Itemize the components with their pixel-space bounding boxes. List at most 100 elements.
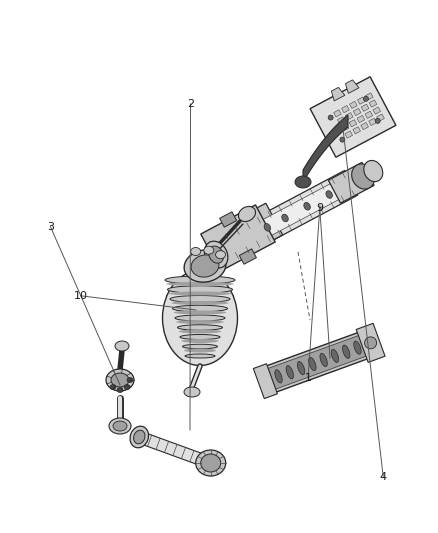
- Ellipse shape: [171, 301, 229, 305]
- Text: 1: 1: [304, 374, 311, 383]
- Ellipse shape: [264, 223, 271, 231]
- Polygon shape: [349, 119, 357, 127]
- Ellipse shape: [282, 214, 288, 222]
- Polygon shape: [353, 108, 361, 116]
- Ellipse shape: [364, 96, 368, 101]
- Ellipse shape: [180, 335, 220, 340]
- Ellipse shape: [175, 315, 225, 321]
- Ellipse shape: [169, 292, 231, 295]
- Ellipse shape: [162, 271, 237, 366]
- Ellipse shape: [185, 354, 215, 358]
- Polygon shape: [328, 163, 374, 203]
- Polygon shape: [212, 171, 358, 265]
- Ellipse shape: [326, 191, 332, 198]
- Polygon shape: [365, 93, 373, 100]
- Ellipse shape: [191, 247, 201, 255]
- Ellipse shape: [167, 286, 233, 293]
- Ellipse shape: [340, 137, 345, 142]
- Ellipse shape: [109, 418, 131, 434]
- Text: 10: 10: [74, 291, 88, 301]
- Polygon shape: [369, 118, 376, 125]
- Ellipse shape: [364, 337, 377, 349]
- Polygon shape: [264, 331, 372, 393]
- Ellipse shape: [134, 430, 145, 444]
- Ellipse shape: [297, 361, 305, 375]
- Ellipse shape: [174, 311, 226, 314]
- Ellipse shape: [181, 339, 219, 343]
- Text: 2: 2: [187, 99, 194, 109]
- Text: 9: 9: [316, 203, 323, 213]
- Ellipse shape: [179, 329, 221, 334]
- Text: 4: 4: [380, 472, 387, 482]
- Polygon shape: [331, 87, 345, 101]
- Ellipse shape: [111, 373, 129, 387]
- Ellipse shape: [127, 377, 133, 383]
- Ellipse shape: [166, 282, 234, 286]
- Polygon shape: [217, 203, 283, 261]
- Ellipse shape: [173, 305, 227, 312]
- Ellipse shape: [165, 276, 235, 284]
- Polygon shape: [267, 335, 369, 390]
- Polygon shape: [365, 111, 373, 118]
- Polygon shape: [239, 249, 256, 264]
- Polygon shape: [369, 100, 377, 107]
- Ellipse shape: [124, 385, 130, 390]
- Polygon shape: [356, 324, 385, 362]
- Polygon shape: [357, 97, 365, 104]
- Ellipse shape: [113, 421, 127, 431]
- Ellipse shape: [170, 295, 230, 303]
- Ellipse shape: [110, 385, 116, 390]
- Polygon shape: [341, 124, 349, 131]
- Ellipse shape: [115, 341, 129, 351]
- Text: 3: 3: [47, 222, 54, 231]
- Polygon shape: [353, 127, 360, 134]
- Ellipse shape: [286, 366, 293, 379]
- Polygon shape: [303, 115, 348, 182]
- Ellipse shape: [106, 369, 134, 391]
- Ellipse shape: [304, 203, 310, 210]
- Ellipse shape: [205, 241, 228, 268]
- Polygon shape: [140, 432, 210, 467]
- Ellipse shape: [201, 454, 221, 472]
- Ellipse shape: [196, 450, 226, 476]
- Polygon shape: [361, 104, 369, 111]
- Polygon shape: [217, 176, 353, 260]
- Ellipse shape: [354, 341, 361, 354]
- Polygon shape: [253, 364, 277, 399]
- Polygon shape: [219, 212, 237, 227]
- Ellipse shape: [204, 246, 214, 254]
- Ellipse shape: [130, 426, 148, 448]
- Ellipse shape: [295, 176, 311, 188]
- Ellipse shape: [184, 250, 226, 282]
- Ellipse shape: [375, 118, 380, 123]
- Polygon shape: [310, 77, 396, 157]
- Ellipse shape: [364, 160, 383, 182]
- Ellipse shape: [320, 353, 327, 367]
- Polygon shape: [350, 101, 357, 109]
- Ellipse shape: [176, 320, 224, 324]
- Ellipse shape: [184, 387, 200, 397]
- Ellipse shape: [183, 344, 218, 349]
- Ellipse shape: [238, 206, 255, 222]
- Ellipse shape: [177, 325, 223, 330]
- Ellipse shape: [117, 387, 123, 392]
- Polygon shape: [361, 123, 368, 130]
- Ellipse shape: [215, 251, 226, 259]
- Ellipse shape: [352, 164, 374, 189]
- Ellipse shape: [208, 246, 224, 263]
- Ellipse shape: [343, 345, 350, 358]
- Ellipse shape: [191, 255, 219, 277]
- Ellipse shape: [309, 358, 316, 371]
- Ellipse shape: [184, 349, 216, 352]
- Polygon shape: [337, 117, 345, 124]
- Polygon shape: [342, 106, 349, 113]
- Polygon shape: [373, 107, 381, 114]
- Polygon shape: [377, 114, 385, 122]
- Ellipse shape: [275, 370, 282, 383]
- Polygon shape: [334, 110, 341, 117]
- Polygon shape: [346, 80, 359, 93]
- Polygon shape: [357, 116, 365, 123]
- Polygon shape: [345, 131, 353, 138]
- Polygon shape: [201, 205, 275, 271]
- Ellipse shape: [328, 115, 333, 120]
